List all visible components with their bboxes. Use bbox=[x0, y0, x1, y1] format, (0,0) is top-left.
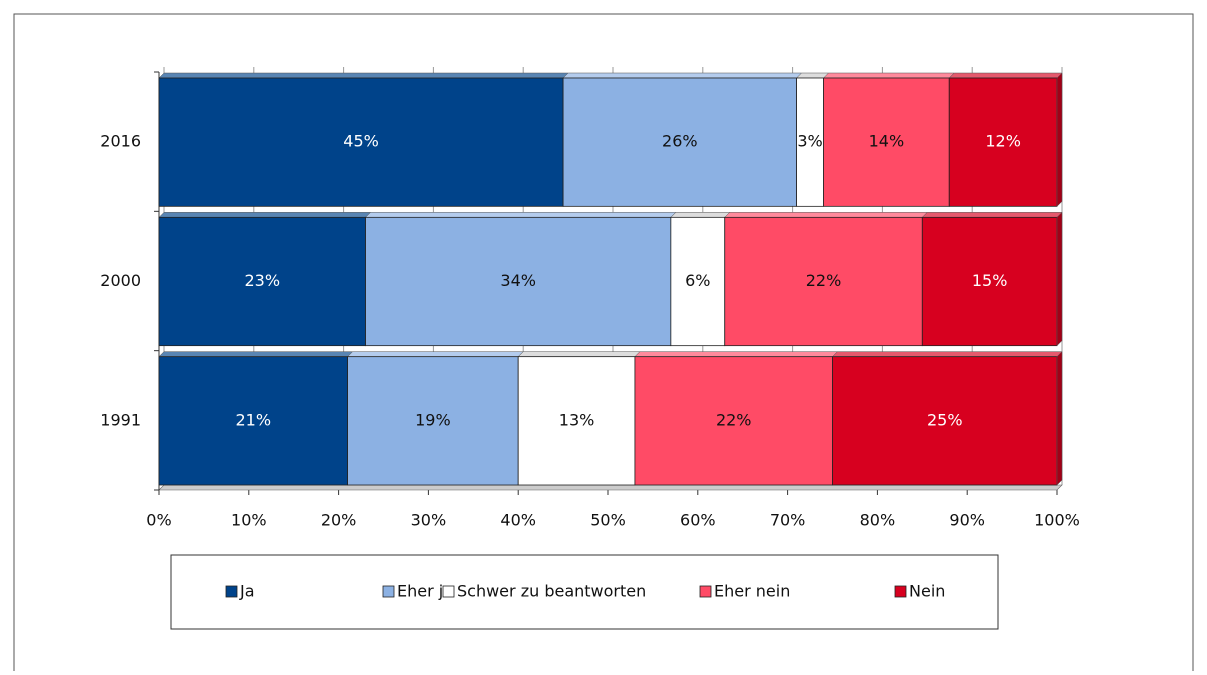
x-tick-label: 50% bbox=[590, 511, 626, 530]
bar-top-face bbox=[822, 72, 955, 79]
value-label: 26% bbox=[662, 132, 698, 151]
value-label: 6% bbox=[685, 271, 710, 290]
value-label: 15% bbox=[972, 271, 1008, 290]
legend-swatch bbox=[894, 585, 907, 598]
bar-top-face bbox=[158, 351, 354, 357]
bar bbox=[517, 356, 636, 486]
bar-top-face bbox=[831, 351, 1063, 357]
x-tick-label: 0% bbox=[146, 511, 171, 530]
x-tick-label: 90% bbox=[949, 511, 985, 530]
legend-box bbox=[170, 554, 999, 630]
y-tick-label: 1991 bbox=[100, 410, 141, 429]
value-label: 34% bbox=[500, 271, 536, 290]
bar bbox=[832, 356, 1058, 486]
bar-top-face bbox=[158, 72, 569, 79]
bar-top-face bbox=[921, 212, 1063, 218]
legend-swatch bbox=[699, 585, 712, 598]
bar-top-face bbox=[517, 351, 641, 357]
value-label: 25% bbox=[927, 410, 963, 429]
x-tick-label: 30% bbox=[411, 511, 447, 530]
value-label: 14% bbox=[869, 132, 905, 151]
bar-side-face bbox=[1056, 211, 1063, 347]
bar-top-face bbox=[158, 212, 372, 218]
bar bbox=[796, 77, 824, 207]
x-tick-label: 40% bbox=[500, 511, 536, 530]
bar bbox=[921, 216, 1058, 347]
bar-top-face bbox=[562, 72, 803, 79]
bar bbox=[670, 216, 726, 347]
x-tick-label: 80% bbox=[860, 511, 896, 530]
value-label: 13% bbox=[559, 410, 595, 429]
legend-label: Eher nein bbox=[714, 582, 790, 601]
bar-top-face bbox=[670, 212, 731, 218]
legend-swatch bbox=[225, 585, 238, 598]
value-label: 22% bbox=[716, 410, 752, 429]
bar bbox=[948, 77, 1058, 207]
x-tick-label: 100% bbox=[1034, 511, 1080, 530]
bar-top-face bbox=[795, 72, 830, 79]
value-label: 22% bbox=[806, 271, 842, 290]
bar-top-face bbox=[948, 72, 1063, 79]
legend-label: Schwer zu beantworten bbox=[457, 582, 646, 601]
legend-swatch bbox=[442, 585, 455, 598]
bar bbox=[562, 77, 797, 207]
value-label: 12% bbox=[985, 132, 1021, 151]
value-label: 19% bbox=[415, 410, 451, 429]
value-label: 23% bbox=[244, 271, 280, 290]
frame bbox=[13, 13, 1194, 671]
value-label: 45% bbox=[343, 132, 379, 151]
axis-floor bbox=[158, 484, 1063, 491]
legend-label: Nein bbox=[909, 582, 945, 601]
bar bbox=[158, 216, 366, 347]
bar-top-face bbox=[364, 212, 677, 218]
bar bbox=[365, 216, 672, 347]
bar bbox=[823, 77, 950, 207]
y-tick-label: 2016 bbox=[100, 132, 141, 151]
x-tick-label: 70% bbox=[770, 511, 806, 530]
bar bbox=[634, 356, 833, 486]
bar bbox=[158, 77, 564, 207]
x-tick-label: 20% bbox=[321, 511, 357, 530]
legend-label: Eher ja bbox=[397, 582, 453, 601]
x-tick-label: 10% bbox=[231, 511, 267, 530]
legend-label: Ja bbox=[239, 582, 255, 601]
bar-top-face bbox=[346, 351, 524, 357]
legend-swatch bbox=[382, 585, 395, 598]
bar-top-face bbox=[724, 212, 928, 218]
value-label: 3% bbox=[797, 132, 822, 151]
bar-top-face bbox=[634, 351, 839, 357]
bar bbox=[158, 356, 348, 486]
bar bbox=[724, 216, 923, 347]
x-tick-label: 60% bbox=[680, 511, 716, 530]
y-tick-label: 2000 bbox=[100, 271, 141, 290]
bar-side-face bbox=[1056, 72, 1063, 207]
bar-side-face bbox=[1056, 351, 1063, 486]
value-label: 21% bbox=[236, 410, 272, 429]
